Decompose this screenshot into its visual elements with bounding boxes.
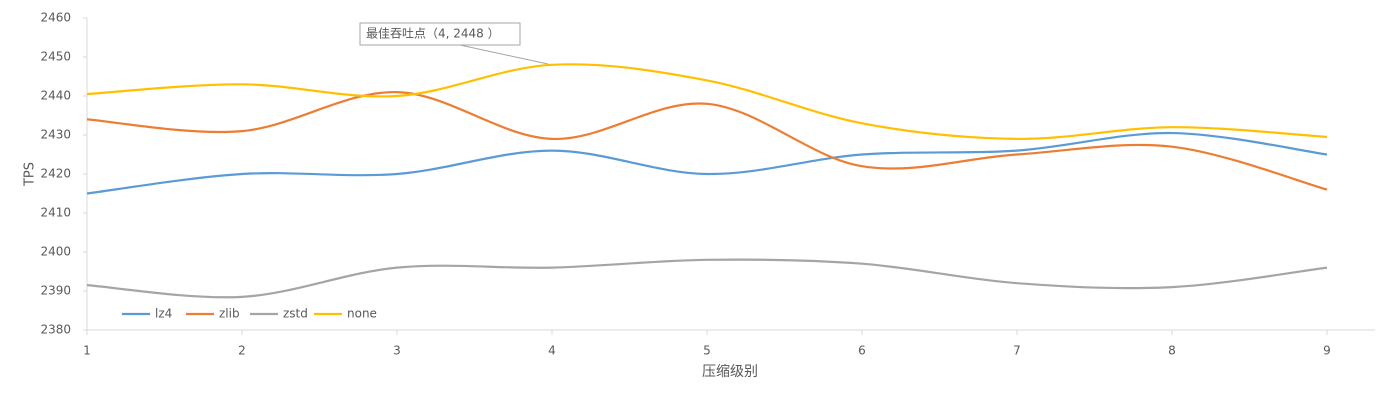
y-tick-label: 2380 [40, 323, 71, 337]
series-line [86, 131, 1328, 195]
y-tick-label: 2420 [40, 167, 71, 181]
y-tick-label: 2440 [40, 89, 71, 103]
x-axis-title: 压缩级别 [702, 364, 758, 380]
x-tick-label: 3 [393, 344, 401, 358]
x-tick-label: 6 [858, 344, 866, 358]
y-tick-label: 2430 [40, 128, 71, 142]
x-tick-label: 5 [703, 344, 711, 358]
y-tick-label: 2400 [40, 245, 71, 259]
y-tick-label: 2410 [40, 206, 71, 220]
series-line [86, 258, 1328, 299]
annotation-leader [459, 44, 549, 65]
x-tick-label: 4 [548, 344, 556, 358]
x-tick-label: 7 [1013, 344, 1021, 358]
x-tick-label: 2 [238, 344, 246, 358]
series-line [86, 63, 1328, 141]
legend-label: zlib [219, 307, 240, 321]
x-tick-label: 1 [83, 344, 91, 358]
x-tick-label: 8 [1168, 344, 1176, 358]
y-tick-label: 2390 [40, 284, 71, 298]
annotation: 最佳吞吐点（4, 2448 ） [366, 27, 500, 41]
y-tick-label: 2450 [40, 50, 71, 64]
legend-label: lz4 [155, 307, 172, 321]
legend-label: none [347, 307, 377, 321]
x-tick-label: 9 [1323, 344, 1331, 358]
y-axis-title: TPS [23, 162, 38, 187]
legend-label: zstd [283, 307, 308, 321]
series-line [86, 90, 1328, 191]
y-tick-label: 2460 [40, 11, 71, 25]
annotation-box [359, 22, 521, 46]
